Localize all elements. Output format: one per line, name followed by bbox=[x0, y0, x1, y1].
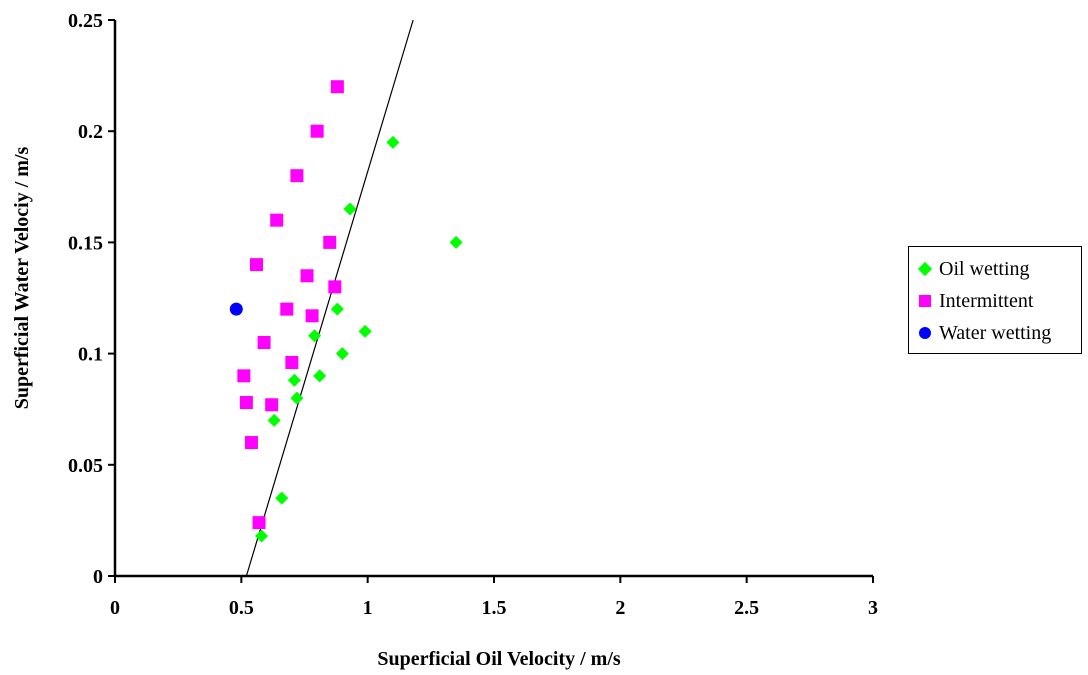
x-tick-label: 3 bbox=[868, 597, 878, 619]
intermittent-point bbox=[244, 436, 258, 450]
axes bbox=[108, 19, 874, 583]
trend-line bbox=[245, 19, 414, 577]
y-axis-title: Superficial Water Velociy / m/s bbox=[11, 146, 33, 409]
intermittent-point bbox=[328, 280, 342, 294]
oil-wetting-point bbox=[449, 235, 463, 249]
y-tick-label: 0.2 bbox=[78, 121, 103, 143]
oil-wetting-point bbox=[313, 369, 327, 383]
intermittent-point bbox=[330, 80, 344, 94]
intermittent-point bbox=[310, 124, 324, 138]
intermittent-point bbox=[300, 269, 314, 283]
intermittent-point bbox=[265, 398, 279, 412]
oil-wetting-point bbox=[308, 329, 322, 343]
intermittent-point bbox=[323, 235, 337, 249]
oil-wetting-point bbox=[290, 391, 304, 405]
circle-marker-icon bbox=[917, 325, 933, 341]
legend-item-oil-wetting: Oil wetting bbox=[917, 253, 1081, 285]
x-tick-label: 0 bbox=[110, 597, 120, 619]
legend-label: Intermittent bbox=[939, 289, 1034, 312]
legend-label: Water wetting bbox=[939, 321, 1052, 344]
intermittent-point bbox=[285, 355, 299, 369]
oil-wetting-point bbox=[358, 324, 372, 338]
x-tick-label: 2 bbox=[615, 597, 625, 619]
legend-item-water-wetting: Water wetting bbox=[917, 317, 1081, 349]
oil-wetting-point bbox=[343, 202, 357, 216]
intermittent-point bbox=[249, 258, 263, 272]
y-tick-label: 0.1 bbox=[78, 344, 103, 366]
data-points bbox=[229, 19, 463, 577]
x-tick-label: 1.5 bbox=[482, 597, 507, 619]
x-tick-label: 0.5 bbox=[229, 597, 254, 619]
water-wetting-point bbox=[229, 302, 243, 316]
intermittent-point bbox=[305, 309, 319, 323]
intermittent-point bbox=[239, 396, 253, 410]
intermittent-point bbox=[270, 213, 284, 227]
legend-label: Oil wetting bbox=[939, 257, 1030, 280]
oil-wetting-point bbox=[330, 302, 344, 316]
x-axis-title: Superficial Oil Velocity / m/s bbox=[377, 648, 621, 670]
intermittent-point bbox=[257, 335, 271, 349]
intermittent-point bbox=[280, 302, 294, 316]
tick-labels: 0 0.5 1 1.5 2 2.5 3 0 0.05 0.1 0.15 0.2 0.25 bbox=[68, 10, 878, 619]
x-tick-label: 2.5 bbox=[734, 597, 759, 619]
y-tick-label: 0.25 bbox=[68, 10, 103, 32]
legend-item-intermittent: Intermittent bbox=[917, 285, 1081, 317]
legend: Oil wetting Intermittent Water wetting bbox=[908, 246, 1082, 354]
oil-wetting-point bbox=[267, 413, 281, 427]
diamond-marker-icon bbox=[917, 261, 933, 277]
y-tick-label: 0 bbox=[93, 566, 103, 588]
oil-wetting-point bbox=[287, 373, 301, 387]
intermittent-point bbox=[252, 516, 266, 530]
oil-wetting-point bbox=[335, 347, 349, 361]
y-tick-label: 0.15 bbox=[68, 232, 103, 254]
intermittent-point bbox=[237, 369, 251, 383]
intermittent-point bbox=[290, 169, 304, 183]
oil-wetting-point bbox=[255, 529, 269, 543]
y-tick-label: 0.05 bbox=[68, 455, 103, 477]
x-tick-label: 1 bbox=[363, 597, 373, 619]
oil-wetting-point bbox=[275, 491, 289, 505]
oil-wetting-point bbox=[386, 135, 400, 149]
square-marker-icon bbox=[917, 293, 933, 309]
